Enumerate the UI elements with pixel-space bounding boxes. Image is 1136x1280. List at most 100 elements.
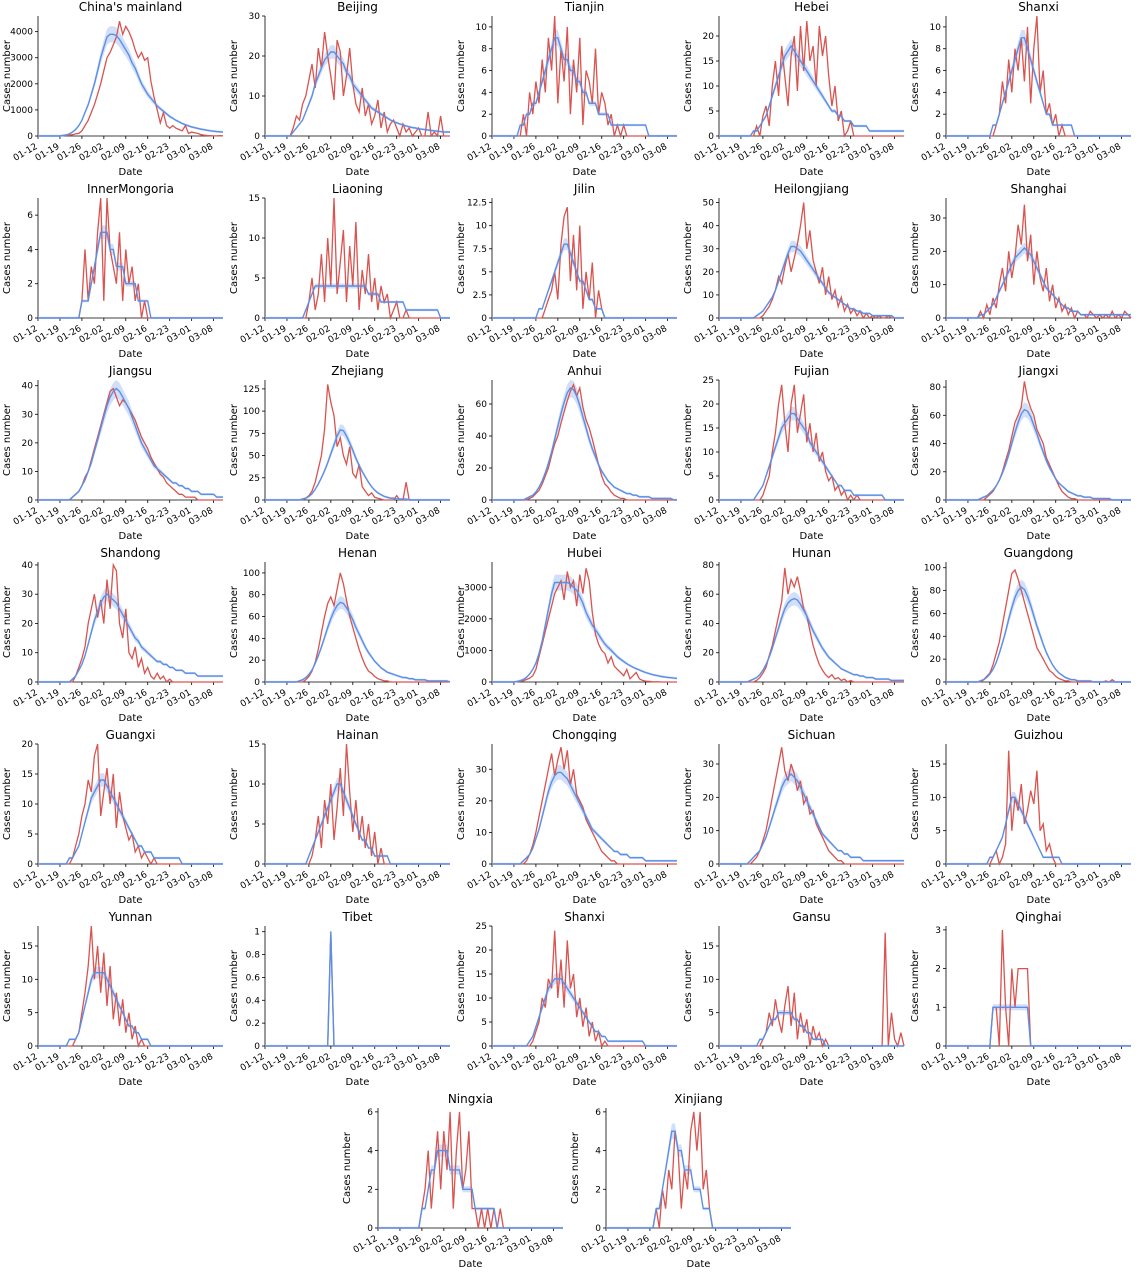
x-axis-label: Date <box>573 167 597 178</box>
fitted-series-line <box>606 1130 791 1229</box>
x-tick-label: 02-16 <box>349 324 377 346</box>
x-tick-label: 01-26 <box>283 506 311 528</box>
x-tick-label: 01-19 <box>34 324 62 346</box>
chart-panel-4: Shanxi024681001-1201-1901-2602-0202-0902… <box>910 0 1131 178</box>
y-tick-label: 20 <box>703 793 715 803</box>
x-tick-label: 03-01 <box>165 870 193 892</box>
y-tick-label: 0 <box>27 678 33 688</box>
x-tick-label: 01-12 <box>239 870 267 892</box>
x-tick-label: 02-16 <box>122 324 150 346</box>
y-tick-label: 1000 <box>464 646 487 656</box>
x-tick-label: 02-23 <box>825 142 853 164</box>
y-tick-label: 40 <box>703 222 715 232</box>
x-tick-label: 01-12 <box>466 506 494 528</box>
x-tick-label: 02-09 <box>327 142 355 164</box>
x-tick-label: 01-26 <box>56 324 84 346</box>
y-axis-label: Cases number <box>910 767 921 840</box>
x-tick-label: 02-09 <box>554 688 582 710</box>
y-tick-label: 10 <box>703 975 715 985</box>
chart-panel-31: Xinjiang024601-1201-1901-2602-0202-0902-… <box>570 1092 791 1270</box>
chart-panel-29: Qinghai 0 1 2 3 01-1201-1901-2602-0202-0902-1… <box>910 910 1131 1088</box>
x-tick-label: 01-26 <box>56 1052 84 1074</box>
y-tick-label: 1 <box>935 1003 941 1013</box>
x-tick-label: 03-08 <box>1095 1052 1123 1074</box>
y-tick-label: 20 <box>703 400 715 410</box>
x-tick-label: 02-09 <box>1008 1052 1036 1074</box>
y-tick-label: 10 <box>249 780 261 790</box>
x-tick-label: 02-23 <box>598 1052 626 1074</box>
x-tick-label: 02-23 <box>598 506 626 528</box>
chart-panel-1: Beijing010203001-1201-1901-2602-0202-090… <box>229 0 450 178</box>
x-tick-label: 01-12 <box>239 1052 267 1074</box>
y-tick-label: 20 <box>930 655 942 665</box>
x-axis-label: Date <box>1027 895 1051 906</box>
panel-title: Jilin <box>573 182 595 196</box>
x-tick-label: 02-02 <box>986 506 1014 528</box>
observed-series-line <box>492 568 677 683</box>
observed-series-line <box>38 387 223 501</box>
y-tick-label: 30 <box>22 590 34 600</box>
chart-panel-3: Hebei0510152001-1201-1901-2602-0202-0902… <box>683 0 904 178</box>
panel-title: Gansu <box>792 910 830 924</box>
x-tick-label: 02-02 <box>532 142 560 164</box>
y-tick-label: 10 <box>22 649 34 659</box>
x-tick-label: 02-23 <box>1052 688 1080 710</box>
y-tick-label: 80 <box>703 561 715 571</box>
y-tick-label: 2000 <box>10 80 33 90</box>
x-tick-label: 02-23 <box>1052 142 1080 164</box>
x-tick-label: 02-16 <box>349 688 377 710</box>
x-tick-label: 02-16 <box>1030 1052 1058 1074</box>
x-tick-label: 03-01 <box>846 1052 874 1074</box>
x-tick-label: 01-19 <box>261 688 289 710</box>
x-tick-label: 01-12 <box>239 506 267 528</box>
panel-title: Fujian <box>794 364 829 378</box>
y-tick-label: 4 <box>367 1147 373 1157</box>
x-tick-label: 01-12 <box>466 870 494 892</box>
panel-title: Guangdong <box>1004 546 1074 560</box>
x-axis-label: Date <box>573 349 597 360</box>
chart-panel-10: Jiangsu 0 10 20 30 40 01-1201-1901-2602-0202-0… <box>2 364 223 542</box>
x-tick-label: 03-08 <box>414 1052 442 1074</box>
x-tick-label: 03-01 <box>505 1234 533 1256</box>
x-tick-label: 02-23 <box>598 324 626 346</box>
x-tick-label: 01-19 <box>34 142 62 164</box>
x-tick-label: 02-09 <box>100 688 128 710</box>
x-axis-label: Date <box>346 349 370 360</box>
x-tick-label: 02-02 <box>759 688 787 710</box>
x-tick-label: 02-09 <box>1008 688 1036 710</box>
y-tick-label: 75 <box>249 429 260 439</box>
chart-panel-20: Guangxi 0 5 10 15 20 01-1201-1901-2602-0202-09… <box>2 728 223 906</box>
x-tick-label: 01-26 <box>737 1052 765 1074</box>
x-tick-label: 02-09 <box>781 506 809 528</box>
y-tick-label: 15 <box>22 770 33 780</box>
x-tick-label: 03-08 <box>187 870 215 892</box>
x-tick-label: 02-02 <box>986 870 1014 892</box>
observed-series-line <box>946 204 1132 320</box>
y-tick-label: 3000 <box>10 54 33 64</box>
x-tick-label: 02-23 <box>371 324 399 346</box>
x-tick-label: 01-19 <box>488 142 516 164</box>
x-tick-label: 02-02 <box>305 324 333 346</box>
x-tick-label: 03-08 <box>527 1234 555 1256</box>
fitted-series-line <box>492 37 677 137</box>
x-tick-label: 03-01 <box>846 506 874 528</box>
y-axis-label: Cases number <box>2 403 13 476</box>
y-axis-label: Cases number <box>910 221 921 294</box>
x-tick-label: 03-08 <box>187 506 215 528</box>
y-tick-label: 4 <box>481 88 487 98</box>
y-tick-label: 10 <box>476 828 488 838</box>
y-tick-label: 25 <box>703 376 714 386</box>
observed-series-line <box>38 197 223 319</box>
y-tick-label: 30 <box>703 245 715 255</box>
y-axis-label: Cases number <box>2 585 13 658</box>
x-tick-label: 02-16 <box>576 1052 604 1074</box>
panel-title: Sichuan <box>788 728 836 742</box>
y-tick-label: 40 <box>703 619 715 629</box>
y-tick-label: 60 <box>476 400 488 410</box>
x-tick-label: 01-12 <box>580 1234 608 1256</box>
x-tick-label: 02-16 <box>803 1052 831 1074</box>
fitted-band <box>719 1010 904 1046</box>
y-tick-label: 0 <box>27 132 33 142</box>
y-tick-label: 20 <box>476 797 488 807</box>
x-tick-label: 02-16 <box>1030 142 1058 164</box>
